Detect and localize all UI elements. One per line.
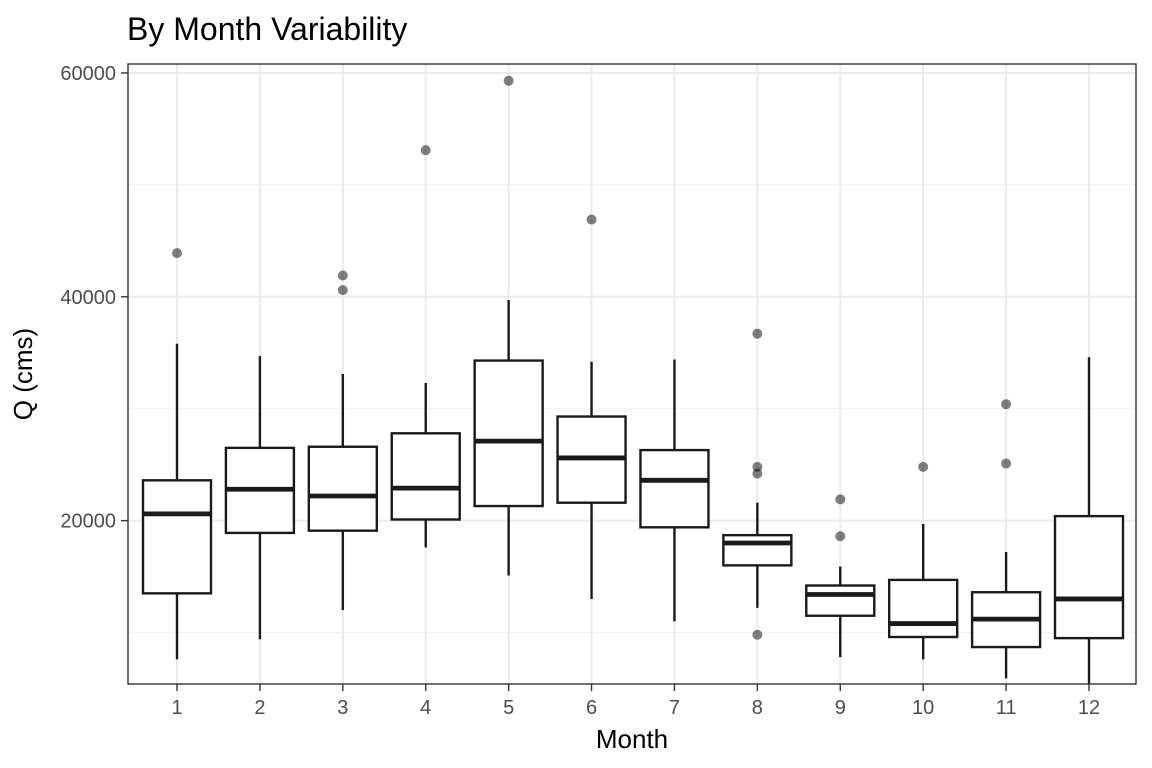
y-axis: 20000 40000 60000 <box>60 63 128 533</box>
outlier-point <box>420 145 431 156</box>
box-month-5 <box>473 75 544 576</box>
x-tick-label: 12 <box>1078 697 1100 719</box>
chart-title: By Month Variability <box>127 11 407 47</box>
x-tick-label: 5 <box>503 697 514 719</box>
box-month-7 <box>639 359 710 622</box>
y-axis-title: Q (cms) <box>8 328 38 420</box>
y-tick-label: 60000 <box>60 63 116 85</box>
box-month-10 <box>887 461 959 660</box>
outlier-point <box>586 214 597 225</box>
box-month-6 <box>556 214 627 599</box>
x-tick-label: 2 <box>254 697 265 719</box>
box-series <box>141 75 1125 684</box>
outlier-point <box>752 629 763 640</box>
x-tick-label: 10 <box>912 697 934 719</box>
outlier-point <box>172 248 182 259</box>
outlier-point <box>337 285 348 296</box>
outlier-point <box>835 531 846 542</box>
x-tick-label: 6 <box>586 697 597 719</box>
outlier-point <box>918 461 929 472</box>
iqr-box <box>390 432 461 521</box>
x-tick-label: 8 <box>752 697 763 719</box>
x-tick-label: 3 <box>337 697 348 719</box>
iqr-box <box>887 578 959 639</box>
box-month-3 <box>307 270 379 611</box>
outlier-point <box>752 461 763 472</box>
outlier-point <box>337 270 348 281</box>
box-month-12 <box>1053 357 1125 684</box>
plot-panel-border <box>127 63 1137 685</box>
outlier-point <box>835 494 846 505</box>
x-tick-label: 7 <box>669 697 680 719</box>
x-axis: 1 2 3 4 5 6 7 8 9 10 11 12 <box>171 684 1100 719</box>
x-tick-label: 9 <box>835 697 846 719</box>
x-axis-title: Month <box>596 724 668 754</box>
grid-lines <box>128 64 1136 684</box>
outlier-point <box>752 328 763 339</box>
box-month-8 <box>722 328 793 640</box>
box-month-4 <box>390 145 461 548</box>
outlier-point <box>1001 399 1012 410</box>
outlier-point <box>503 75 514 86</box>
iqr-box <box>1053 514 1125 640</box>
iqr-box <box>473 359 544 508</box>
box-month-2 <box>224 356 296 640</box>
y-tick-label: 20000 <box>60 511 116 533</box>
y-tick-label: 40000 <box>60 287 116 309</box>
box-month-9 <box>805 494 876 658</box>
iqr-box <box>307 445 379 532</box>
iqr-box <box>639 448 710 529</box>
x-tick-label: 1 <box>171 697 182 719</box>
x-tick-label: 11 <box>996 697 1017 719</box>
box-month-1 <box>141 248 213 660</box>
iqr-box <box>141 479 213 595</box>
box-month-11 <box>970 399 1042 679</box>
outlier-point <box>1001 458 1012 469</box>
x-tick-label: 4 <box>420 697 431 719</box>
iqr-box <box>722 533 793 567</box>
iqr-box <box>805 584 876 617</box>
